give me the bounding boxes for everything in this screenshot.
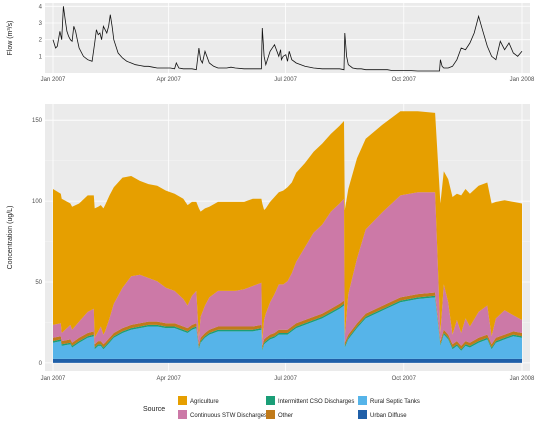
legend-label-urban-diffuse: Urban Diffuse <box>370 413 407 419</box>
concentration-y-axis-label: Concentration (ug/L) <box>7 206 14 270</box>
area-continuous-stw-discharges <box>53 192 522 346</box>
concentration-y-tick: 150 <box>32 118 43 124</box>
flow-series-line <box>52 6 523 72</box>
legend-label-intermittent-cso-discharges: Intermittent CSO Discharges <box>278 399 354 405</box>
concentration-x-tick: Apr 2007 <box>156 376 181 382</box>
flow-x-tick-labels: Jan 2007 Apr 2007 Jul 2007 Oct 2007 Jan 2008 <box>41 77 535 83</box>
flow-y-axis-label: Flow (m³/s) <box>7 21 14 56</box>
concentration-stacked-areas <box>53 111 522 363</box>
flow-y-tick-labels: 1 2 3 4 <box>39 4 43 60</box>
concentration-y-tick-labels: 0 50 100 150 <box>32 118 43 367</box>
flow-y-tick: 2 <box>39 38 43 44</box>
flow-gridlines <box>45 3 530 73</box>
flow-x-tick: Oct 2007 <box>392 77 417 83</box>
area-intermittent-cso-discharges <box>53 295 522 351</box>
legend-swatch-urban-diffuse <box>358 410 367 419</box>
concentration-x-tick: Oct 2007 <box>392 376 417 382</box>
concentration-y-tick: 50 <box>35 280 42 286</box>
area-other <box>53 292 522 350</box>
concentration-y-tick: 100 <box>32 199 43 205</box>
area-agriculture <box>53 111 522 342</box>
legend-swatch-rural-septic-tanks <box>358 396 367 405</box>
legend-swatch-intermittent-cso-discharges <box>266 396 275 405</box>
area-rural-septic-tanks <box>53 297 522 359</box>
concentration-x-tick: Jan 2008 <box>510 376 535 382</box>
flow-x-tick: Apr 2007 <box>156 77 181 83</box>
legend-label-agriculture: Agriculture <box>190 399 219 405</box>
flow-y-tick: 4 <box>39 4 43 10</box>
legend-label-rural-septic-tanks: Rural Septic Tanks <box>370 399 420 405</box>
legend-swatch-agriculture <box>178 396 187 405</box>
flow-x-tick: Jul 2007 <box>274 77 297 83</box>
flow-x-tick: Jan 2007 <box>41 77 66 83</box>
legend: Source Agriculture Continuous STW Dischar… <box>143 396 420 419</box>
concentration-chart: 0 50 100 150 Jan 2007 Apr 2007 Jul 2007 Oct 20… <box>7 104 535 382</box>
legend-swatch-other <box>266 410 275 419</box>
area-urban-diffuse <box>53 358 522 363</box>
legend-swatch-continuous-stw-discharges <box>178 410 187 419</box>
concentration-x-tick: Jan 2007 <box>41 376 66 382</box>
concentration-y-tick: 0 <box>39 361 43 367</box>
legend-label-other: Other <box>278 413 293 419</box>
flow-x-tick: Jan 2008 <box>510 77 535 83</box>
concentration-x-tick: Jul 2007 <box>274 376 297 382</box>
legend-title: Source <box>143 406 165 413</box>
concentration-x-tick-labels: Jan 2007 Apr 2007 Jul 2007 Oct 2007 Jan 2008 <box>41 376 535 382</box>
flow-y-tick: 3 <box>39 21 43 27</box>
flow-y-tick: 1 <box>39 54 43 60</box>
legend-label-continuous-stw-discharges: Continuous STW Discharges <box>190 413 267 419</box>
legend-items: Agriculture Continuous STW Discharges Inte… <box>178 396 420 419</box>
flow-plot-background <box>45 3 530 73</box>
